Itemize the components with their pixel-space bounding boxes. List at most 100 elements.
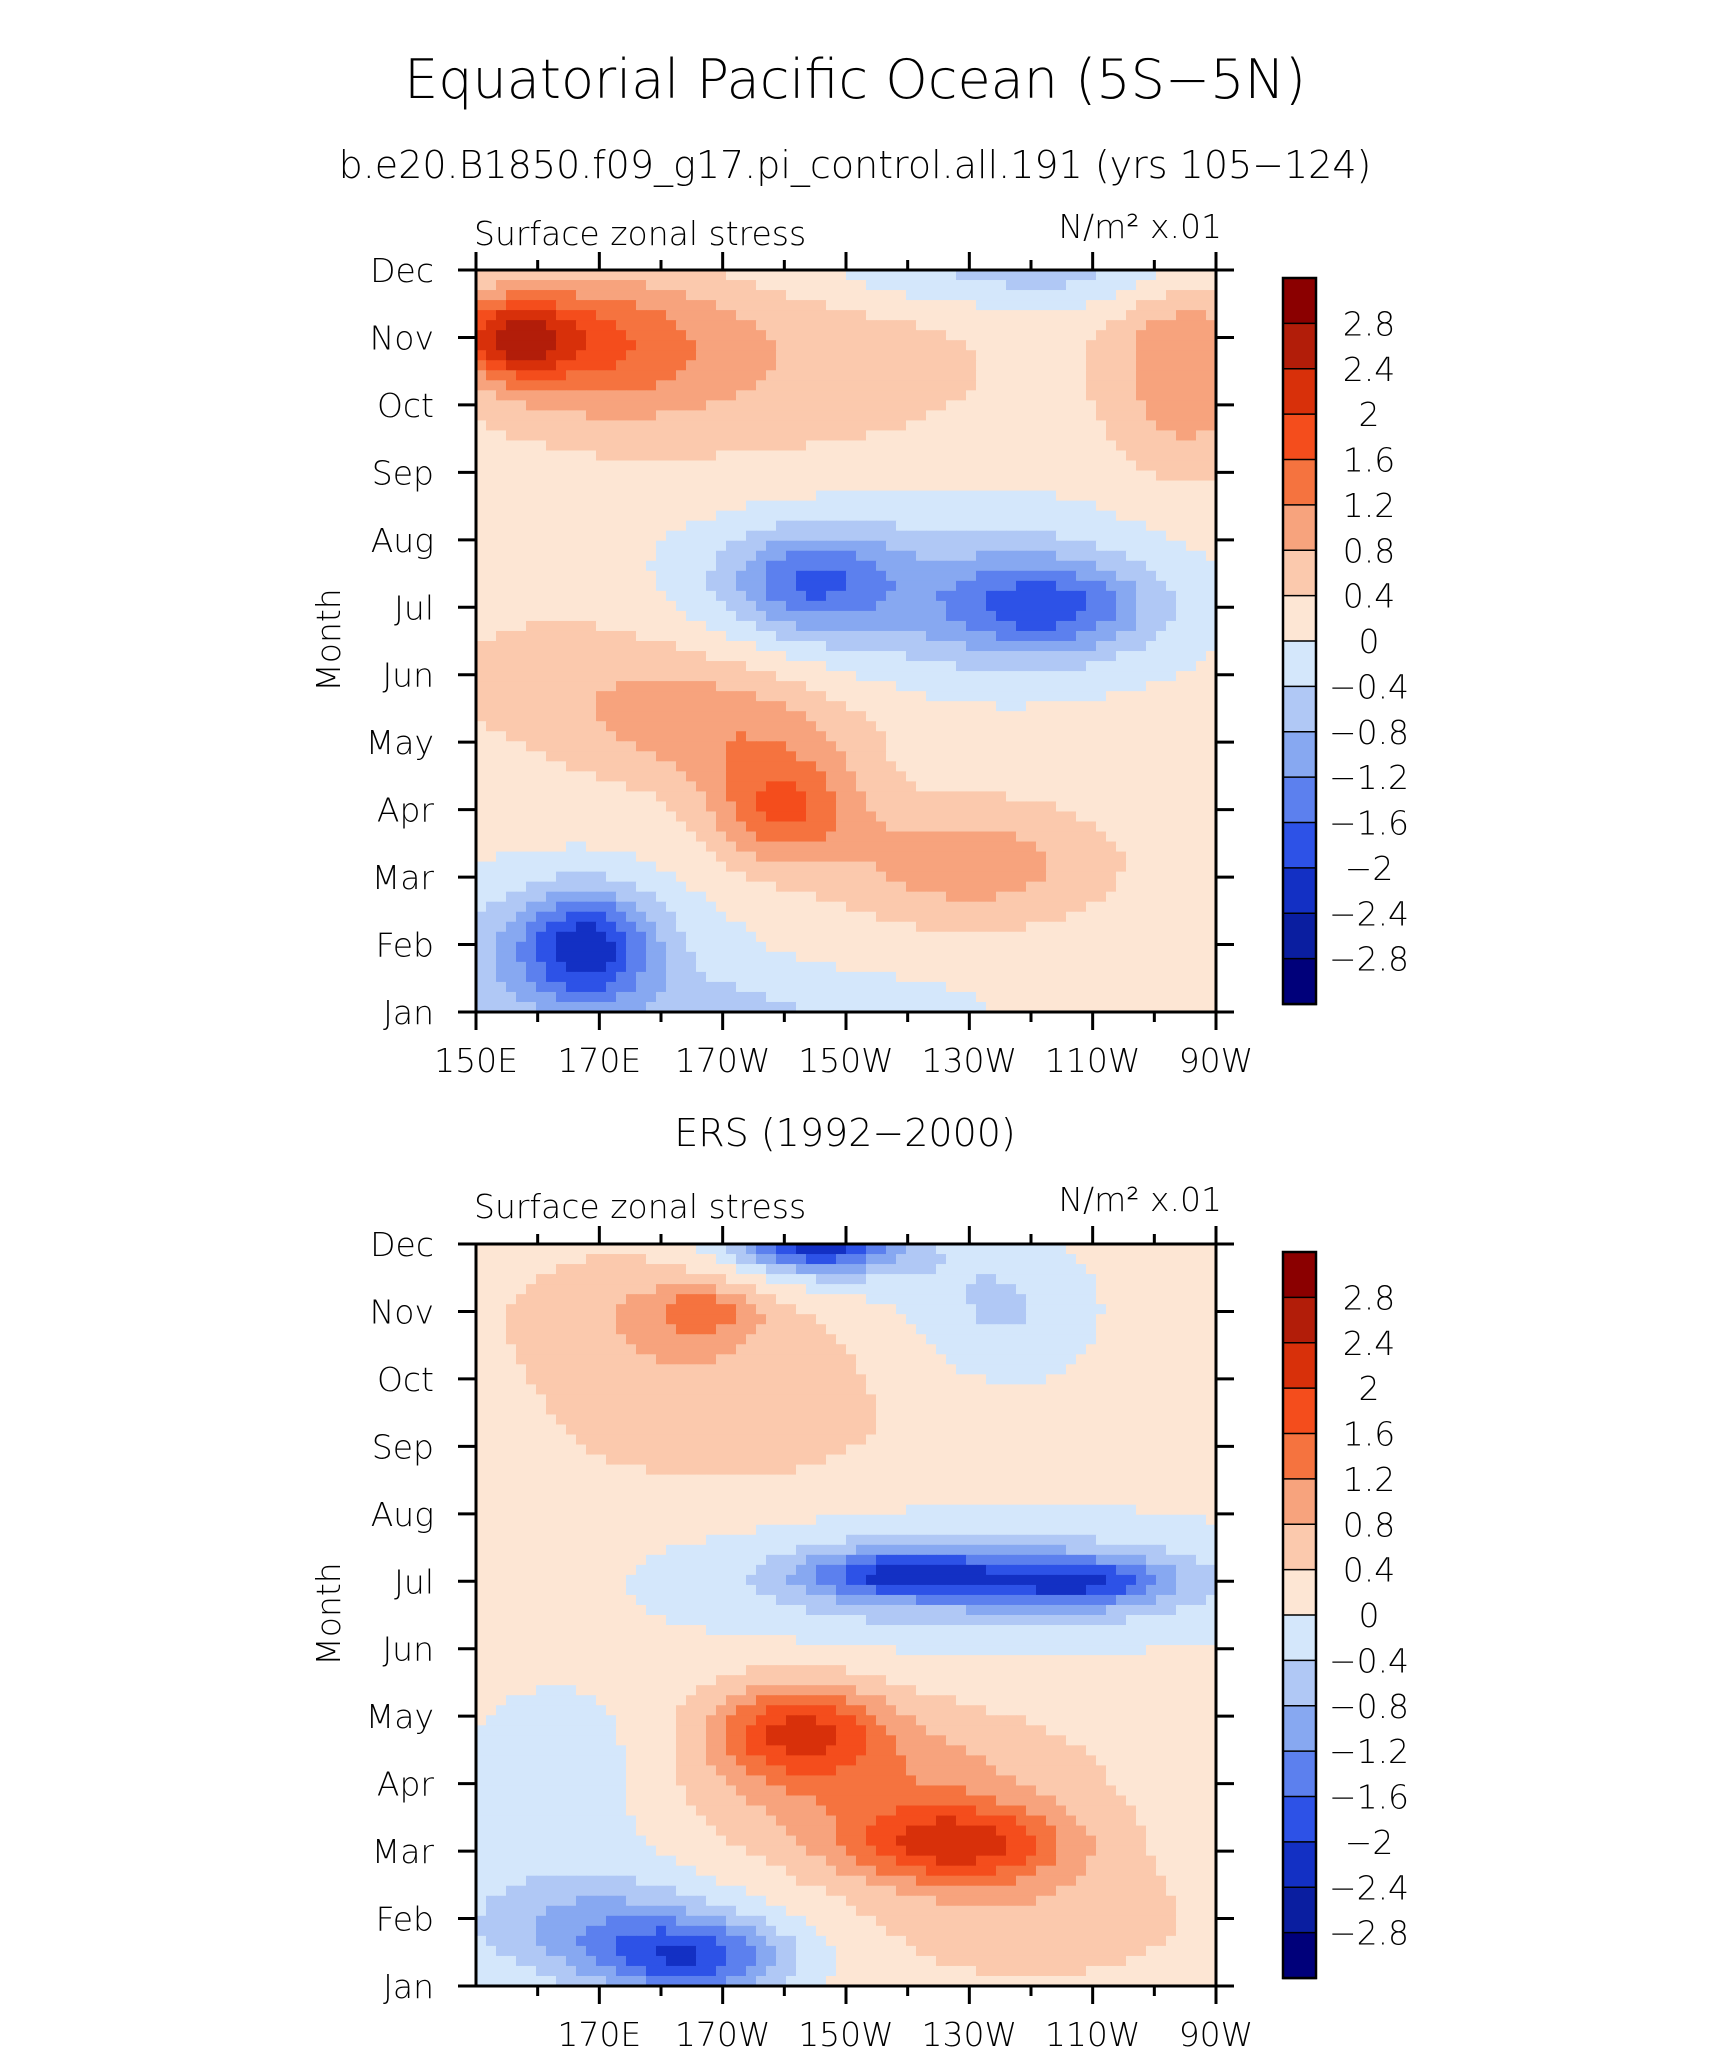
- field-cell: [1196, 731, 1207, 742]
- field-cell: [526, 731, 537, 742]
- field-cell: [856, 751, 867, 762]
- field-cell: [796, 590, 807, 602]
- field-cell: [556, 530, 567, 542]
- field-cell: [646, 610, 657, 622]
- field-cell: [1066, 741, 1077, 752]
- field-cell: [1116, 370, 1127, 381]
- field-cell: [806, 721, 817, 732]
- field-cell: [996, 480, 1007, 492]
- field-cell: [556, 871, 567, 883]
- field-cell: [886, 580, 897, 592]
- field-cell: [566, 651, 577, 662]
- field-cell: [1206, 891, 1217, 903]
- field-cell: [1006, 610, 1017, 622]
- field-cell: [616, 841, 627, 853]
- field-cell: [656, 470, 667, 482]
- field-cell: [756, 821, 767, 833]
- field-cell: [846, 891, 857, 903]
- field-cell: [956, 370, 967, 381]
- field-cell: [606, 440, 617, 452]
- field-cell: [1096, 610, 1107, 622]
- field-cell: [1196, 270, 1207, 281]
- field-cell: [1096, 711, 1107, 722]
- field-cell: [646, 560, 657, 572]
- field-cell: [836, 560, 847, 572]
- field-cell: [1206, 460, 1217, 472]
- field-cell: [636, 280, 647, 291]
- field-cell: [976, 681, 987, 692]
- field-cell: [626, 851, 637, 863]
- field-cell: [596, 791, 607, 803]
- field-cell: [1056, 831, 1067, 843]
- field-cell: [1196, 751, 1207, 762]
- field-cell: [846, 400, 857, 411]
- field-cell: [546, 440, 557, 452]
- field-cell: [696, 741, 707, 752]
- field-cell: [1086, 600, 1097, 612]
- field-cell: [1056, 580, 1067, 592]
- field-cell: [726, 530, 737, 542]
- field-cell: [676, 651, 687, 662]
- field-cell: [766, 360, 777, 371]
- field-cell: [1026, 320, 1037, 331]
- field-cell: [636, 360, 647, 371]
- field-cell: [566, 390, 577, 401]
- field-cell: [566, 721, 577, 732]
- field-cell: [956, 410, 967, 422]
- field-cell: [656, 570, 667, 582]
- field-cell: [486, 891, 497, 903]
- field-cell: [956, 711, 967, 722]
- field-cell: [976, 280, 987, 291]
- field-cell: [806, 761, 817, 772]
- field-cell: [976, 911, 987, 923]
- field-cell: [846, 881, 857, 893]
- field-cell: [826, 370, 837, 381]
- field-cell: [506, 731, 517, 742]
- field-cell: [906, 470, 917, 482]
- field-cell: [576, 540, 587, 552]
- field-cell: [636, 771, 647, 782]
- field-cell: [756, 641, 767, 652]
- field-cell: [1076, 661, 1087, 672]
- field-cell: [666, 641, 677, 652]
- field-cell: [1016, 741, 1027, 752]
- field-cell: [1066, 801, 1077, 813]
- field-cell: [806, 490, 817, 502]
- field-cell: [1166, 781, 1177, 793]
- field-cell: [696, 620, 707, 632]
- field-cell: [1156, 320, 1167, 331]
- field-cell: [646, 380, 657, 391]
- field-cell: [626, 360, 637, 371]
- field-cell: [726, 731, 737, 742]
- field-cell: [616, 370, 627, 381]
- field-cell: [1206, 901, 1217, 913]
- panel-model-subtitle: b.e20.B1850.f09_g17.pi_control.all.191 (…: [339, 143, 1372, 188]
- field-cell: [736, 931, 747, 943]
- field-cell: [696, 761, 707, 772]
- field-cell: [646, 861, 657, 873]
- field-cell: [1136, 550, 1147, 562]
- field-cell: [746, 891, 757, 903]
- field-cell: [566, 681, 577, 692]
- field-cell: [1086, 731, 1097, 742]
- field-cell: [1146, 300, 1157, 311]
- field-cell: [986, 811, 997, 823]
- field-cell: [1206, 921, 1217, 933]
- field-cell: [686, 921, 697, 933]
- field-cell: [556, 560, 567, 572]
- field-cell: [496, 300, 507, 311]
- field-cell: [626, 480, 637, 492]
- field-cell: [846, 300, 857, 311]
- field-cell: [526, 671, 537, 682]
- field-cell: [706, 280, 717, 291]
- field-cell: [1036, 751, 1047, 762]
- field-cell: [726, 801, 737, 813]
- field-cell: [1146, 691, 1157, 702]
- field-cell: [556, 290, 567, 301]
- field-cell: [1036, 330, 1047, 341]
- field-cell: [926, 811, 937, 823]
- field-cell: [786, 771, 797, 782]
- field-cell: [856, 741, 867, 752]
- field-cell: [606, 620, 617, 632]
- field-cell: [686, 761, 697, 772]
